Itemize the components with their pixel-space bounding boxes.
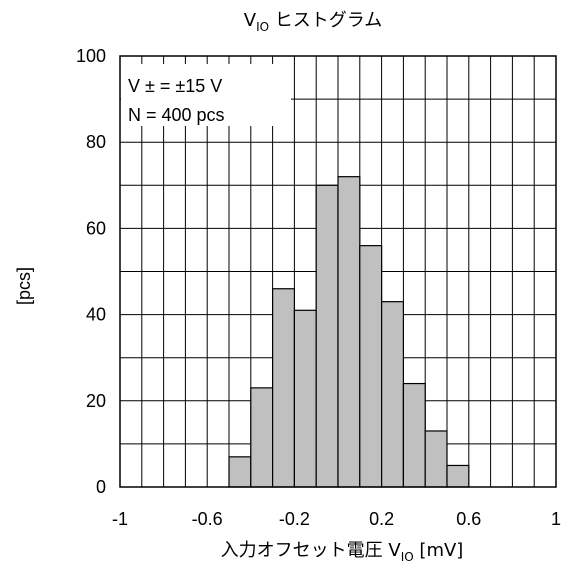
y-tick-labels: 0 20 40 60 80 100 [76,46,106,497]
y-tick-label: 80 [86,132,106,152]
y-tick-label: 100 [76,46,106,66]
plot-border [119,55,557,488]
histogram-bars [228,176,470,488]
y-tick-label: 0 [96,477,106,497]
x-tick-label: 0.6 [456,509,481,529]
histogram-bar [293,309,317,488]
histogram-bar [446,464,470,488]
histogram-bar [424,430,448,488]
y-tick-label: 40 [86,305,106,325]
x-tick-labels: -1 -0.6 -0.2 0.2 0.6 1 [112,509,561,529]
plot-frame [119,55,557,488]
histogram-bar [272,288,296,488]
histogram-bar [250,387,274,488]
histogram-bar [359,245,383,488]
x-tick-label: 0.2 [369,509,394,529]
x-axis-label: 入力オフセット電圧 VIO [mV] [221,540,464,564]
histogram-bar [402,382,426,488]
histogram-bar [315,184,339,488]
annotation-box: V ± = ±15 V N = 400 pcs [121,64,291,126]
x-tick-label: -1 [112,509,128,529]
histogram-bar [228,456,252,488]
y-axis-label: [pcs] [14,267,34,305]
x-tick-label: -0.6 [192,509,223,529]
chart-title: VIO ヒストグラム [244,10,383,34]
annotation-supply: V ± = ±15 V [128,76,222,96]
histogram-bar [337,176,361,488]
x-tick-label: 1 [551,509,561,529]
y-tick-label: 60 [86,218,106,238]
x-tick-label: -0.2 [279,509,310,529]
y-tick-label: 20 [86,391,106,411]
annotation-count: N = 400 pcs [128,105,225,125]
histogram-bar [381,301,405,488]
